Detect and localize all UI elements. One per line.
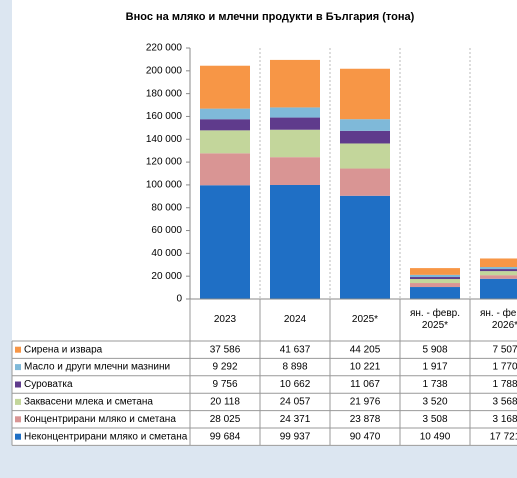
x-tick-label: ян. - февр. 2026* <box>479 308 517 331</box>
y-tick-label: 200 000 <box>146 65 183 76</box>
bar-segment <box>340 143 390 169</box>
x-tick-label: 2024 <box>283 314 307 325</box>
y-tick-label: 60 000 <box>151 225 182 236</box>
legend-swatch <box>15 398 21 405</box>
table-value: 3 168 <box>492 414 517 425</box>
category-cell: 2023 <box>213 314 237 325</box>
y-tick-label: 20 000 <box>151 271 182 282</box>
legend-label: Заквасени млека и сметана <box>24 397 153 408</box>
table-value: 9 756 <box>212 379 237 390</box>
legend-swatch <box>15 416 21 423</box>
bar-segment <box>480 271 517 276</box>
category-cell: ян. - февр. 2026* <box>479 308 517 331</box>
y-tick-label: 80 000 <box>151 202 182 213</box>
table-value: 24 057 <box>280 397 311 408</box>
table-value: 7 507 <box>492 344 517 355</box>
table-value: 1 770 <box>492 362 517 373</box>
bar-segment <box>200 153 250 186</box>
table-value: 99 684 <box>210 431 241 442</box>
legend-label: Сирена и извара <box>24 344 103 355</box>
table-value: 1 738 <box>422 379 447 390</box>
legend-label: Концентрирани мляко и сметана <box>24 414 176 425</box>
table-value: 23 878 <box>350 414 381 425</box>
table-value: 21 976 <box>350 397 381 408</box>
legend-swatch <box>15 433 21 440</box>
table-value: 3 568 <box>492 397 517 408</box>
bar-segment <box>340 130 390 144</box>
table-value: 10 221 <box>350 362 381 373</box>
bar-segment <box>480 278 517 299</box>
chart-title: Внос на мляко и млечни продукти в Българ… <box>126 11 415 23</box>
bar-segment <box>340 195 390 299</box>
table-value: 3 508 <box>422 414 447 425</box>
table-value: 20 118 <box>210 397 240 408</box>
y-tick-label: 140 000 <box>146 134 183 145</box>
legend-swatch <box>15 364 21 371</box>
bar-segment <box>270 59 320 108</box>
y-tick-label: 220 000 <box>146 43 183 54</box>
bar-segment <box>270 107 320 118</box>
table-value: 41 637 <box>280 344 311 355</box>
bar-segment <box>410 274 460 278</box>
bar-segment <box>340 168 390 196</box>
bar-segment <box>410 277 460 280</box>
legend-swatch <box>15 346 21 353</box>
bar-segment <box>410 283 460 288</box>
bar-segment <box>200 130 250 154</box>
x-tick-label: 2023 <box>213 314 237 325</box>
x-tick-label: ян. - февр. 2025* <box>409 308 461 331</box>
category-cell: ян. - февр. 2025* <box>409 308 461 331</box>
legend-label: Суроватка <box>24 379 73 390</box>
x-tick-label: 2025* <box>351 314 379 325</box>
bar-segment <box>270 157 320 185</box>
y-tick-label: 0 <box>176 294 182 305</box>
table-value: 10 662 <box>280 379 311 390</box>
legend-label: Неконцентрирани мляко и сметана <box>24 431 188 442</box>
table-value: 11 067 <box>350 379 380 390</box>
bar-segment <box>340 68 390 120</box>
bar-segment <box>480 275 517 279</box>
table-value: 1 788 <box>492 379 517 390</box>
bar-segment <box>410 268 460 275</box>
bar-segment <box>270 129 320 158</box>
table-value: 90 470 <box>350 431 381 442</box>
bar-segment <box>200 185 250 299</box>
category-cell: 2024 <box>283 314 307 325</box>
table-value: 99 937 <box>280 431 311 442</box>
table-value: 28 025 <box>210 414 241 425</box>
table-value: 44 205 <box>350 344 381 355</box>
category-cell: 2025* <box>351 314 379 325</box>
y-tick-label: 100 000 <box>146 180 183 191</box>
bar-segment <box>410 279 460 284</box>
y-tick-label: 180 000 <box>146 88 183 99</box>
chart-background <box>12 0 517 446</box>
bar-segment <box>480 269 517 272</box>
bar-segment <box>480 267 517 270</box>
table-value: 3 520 <box>422 397 447 408</box>
table-value: 8 898 <box>282 362 307 373</box>
y-tick-label: 40 000 <box>151 248 182 259</box>
table-value: 1 917 <box>422 362 447 373</box>
y-tick-label: 120 000 <box>146 157 183 168</box>
table-value: 24 371 <box>280 414 311 425</box>
table-value: 9 292 <box>212 362 237 373</box>
bar-segment <box>340 119 390 131</box>
bar-segment <box>200 108 250 120</box>
bar-segment <box>200 119 250 131</box>
legend-label: Масло и други млечни мазнини <box>24 362 170 373</box>
table-value: 5 908 <box>422 344 447 355</box>
bar-segment <box>270 184 320 299</box>
bar-segment <box>480 258 517 268</box>
table-value: 37 586 <box>210 344 241 355</box>
legend-swatch <box>15 381 21 388</box>
table-value: 10 490 <box>420 431 451 442</box>
bar-segment <box>410 287 460 299</box>
y-tick-label: 160 000 <box>146 111 183 122</box>
table-value: 17 721 <box>490 431 517 442</box>
bar-segment <box>200 65 250 109</box>
bar-segment <box>270 117 320 130</box>
